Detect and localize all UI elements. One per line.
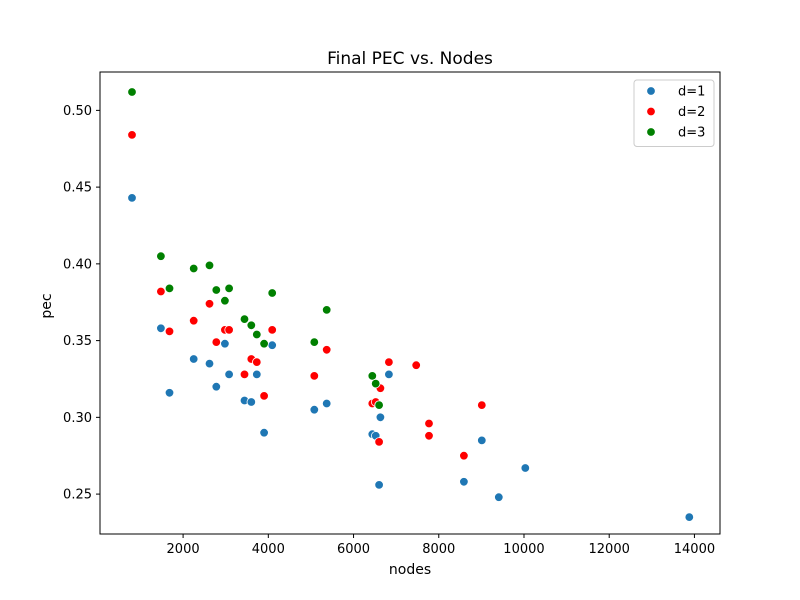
axes: 2000 4000 6000 8000 10000 12000 14000 0.25 0.30 0…: [63, 71, 721, 557]
y-tick-label: 0.45: [63, 181, 92, 196]
y-tick-label: 0.30: [63, 411, 92, 426]
legend-marker: [646, 86, 656, 96]
x-tick-label: 8000: [422, 542, 455, 557]
data-point: [384, 369, 394, 380]
x-tick-label: 6000: [337, 542, 370, 557]
data-point: [252, 329, 262, 340]
data-point: [267, 340, 277, 350]
data-point: [164, 388, 175, 398]
data-point: [211, 382, 222, 392]
data-point: [309, 371, 320, 381]
data-point: [211, 285, 222, 295]
chart-title: Final PEC vs. Nodes: [327, 49, 493, 69]
data-point: [204, 358, 215, 369]
y-axis-label: pec: [39, 293, 55, 318]
data-point: [374, 437, 384, 447]
data-point: [252, 357, 262, 367]
x-tick-label: 10000: [503, 542, 544, 557]
data-point: [384, 357, 394, 367]
data-point: [374, 480, 384, 490]
data-point: [246, 397, 257, 407]
data-point: [246, 320, 257, 331]
data-point: [459, 451, 469, 461]
data-point: [156, 251, 166, 261]
data-point: [259, 391, 269, 401]
data-point: [459, 477, 469, 487]
data-point: [224, 325, 234, 335]
y-tick-label: 0.35: [63, 334, 92, 349]
data-point: [411, 360, 421, 370]
data-point: [309, 337, 320, 347]
data-point: [267, 288, 277, 298]
x-axis-label: nodes: [389, 562, 431, 578]
data-point: [375, 412, 386, 423]
series-3: [127, 87, 384, 410]
data-point: [259, 428, 269, 438]
y-tick-label: 0.40: [63, 257, 92, 272]
x-tick-label: 2000: [167, 542, 200, 557]
data-point: [322, 305, 332, 315]
data-point: [127, 130, 137, 140]
legend: d=1 d=2 d=3: [633, 79, 715, 147]
data-point: [367, 371, 378, 381]
data-point: [322, 345, 332, 355]
data-point: [239, 369, 250, 380]
data-point: [127, 87, 137, 97]
x-tick-label: 12000: [589, 542, 630, 557]
legend-marker: [646, 127, 656, 137]
data-point: [188, 263, 199, 274]
data-point: [477, 435, 487, 446]
data-point: [188, 354, 199, 364]
data-point: [494, 492, 504, 502]
data-point: [156, 323, 166, 334]
y-tick-label: 0.50: [63, 104, 92, 119]
legend-marker: [646, 106, 656, 117]
data-point: [188, 316, 199, 326]
data-point: [322, 398, 332, 409]
x-tick-label: 14000: [674, 542, 715, 557]
legend-label: d=3: [678, 126, 705, 141]
x-tick-label: 4000: [252, 542, 285, 557]
legend-label: d=1: [678, 85, 705, 100]
data-point: [424, 418, 434, 429]
data-point: [204, 260, 215, 271]
data-point: [424, 431, 434, 441]
data-point: [309, 405, 320, 415]
data-point: [224, 369, 234, 380]
data-point: [267, 325, 277, 335]
data-point: [204, 299, 215, 309]
y-tick-label: 0.25: [63, 488, 92, 503]
data-point: [156, 286, 166, 297]
data-point: [684, 512, 695, 522]
data-points: [127, 87, 695, 522]
data-point: [164, 283, 175, 294]
data-point: [477, 400, 487, 410]
data-point: [252, 369, 262, 380]
data-point: [374, 400, 384, 410]
data-point: [211, 337, 222, 347]
data-point: [220, 296, 230, 306]
data-point: [127, 193, 137, 203]
plot-frame: [99, 71, 721, 535]
plot-background: [100, 72, 720, 534]
legend-label: d=2: [678, 105, 705, 120]
data-point: [220, 339, 230, 349]
data-point: [371, 378, 381, 389]
data-point: [164, 326, 175, 337]
data-point: [239, 314, 250, 324]
data-point: [224, 283, 234, 294]
plot-area: [100, 72, 720, 534]
data-point: [259, 339, 269, 349]
data-point: [520, 463, 531, 473]
